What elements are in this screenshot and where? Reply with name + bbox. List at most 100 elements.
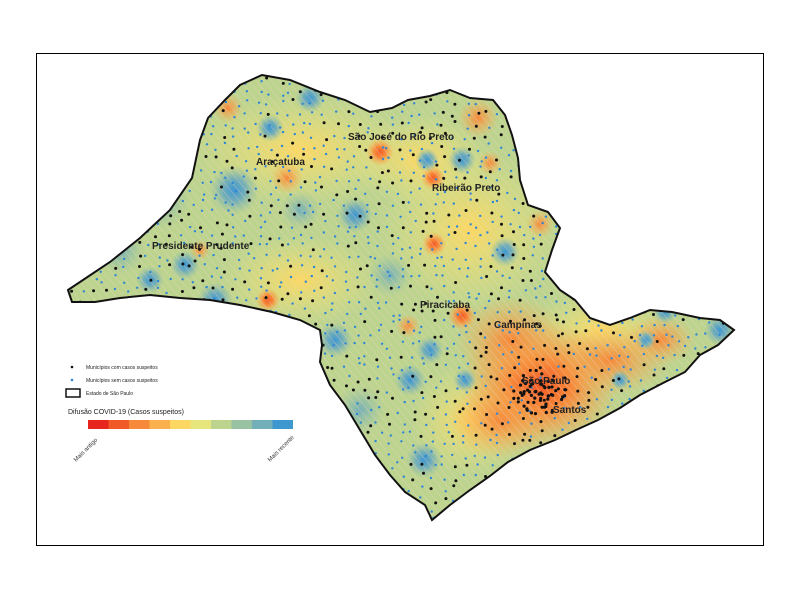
municipality-without-cases bbox=[468, 68, 470, 70]
municipality-without-cases bbox=[728, 267, 731, 271]
municipality-without-cases bbox=[392, 484, 395, 488]
municipality-with-cases bbox=[661, 499, 665, 502]
municipality-without-cases bbox=[672, 256, 675, 259]
municipality-without-cases bbox=[664, 462, 667, 465]
municipality-without-cases bbox=[376, 365, 380, 368]
municipality-without-cases bbox=[665, 180, 668, 184]
municipality-with-cases bbox=[345, 384, 348, 388]
municipality-with-cases bbox=[711, 366, 714, 370]
municipality-without-cases bbox=[146, 479, 149, 482]
municipality-without-cases bbox=[156, 286, 160, 290]
municipality-without-cases bbox=[524, 289, 528, 292]
municipality-with-cases bbox=[579, 506, 583, 510]
municipality-without-cases bbox=[644, 475, 648, 478]
municipality-without-cases bbox=[321, 99, 325, 102]
municipality-without-cases bbox=[720, 363, 723, 366]
municipality-without-cases bbox=[385, 190, 389, 193]
municipality-without-cases bbox=[223, 410, 227, 413]
municipality-with-cases bbox=[190, 245, 194, 249]
municipality-without-cases bbox=[578, 178, 581, 181]
municipality-with-cases bbox=[512, 389, 516, 393]
municipality-with-cases bbox=[241, 313, 245, 317]
municipality-with-cases bbox=[617, 113, 621, 117]
municipality-without-cases bbox=[565, 126, 568, 130]
municipality-without-cases bbox=[538, 97, 542, 101]
municipality-without-cases bbox=[622, 200, 625, 204]
municipality-without-cases bbox=[76, 398, 80, 401]
municipality-without-cases bbox=[645, 252, 648, 256]
municipality-with-cases bbox=[388, 422, 391, 426]
municipality-with-cases bbox=[221, 375, 225, 379]
municipality-without-cases bbox=[640, 241, 644, 244]
municipality-with-cases bbox=[528, 269, 532, 273]
municipality-without-cases bbox=[143, 88, 146, 92]
municipality-with-cases bbox=[554, 389, 558, 393]
municipality-without-cases bbox=[698, 464, 701, 467]
municipality-without-cases bbox=[256, 68, 258, 70]
municipality-without-cases bbox=[268, 211, 272, 214]
municipality-without-cases bbox=[631, 318, 634, 321]
municipality-without-cases bbox=[522, 487, 525, 491]
municipality-with-cases bbox=[522, 404, 526, 408]
municipality-without-cases bbox=[579, 291, 582, 294]
municipality-without-cases bbox=[601, 114, 604, 118]
municipality-with-cases bbox=[535, 357, 539, 361]
municipality-without-cases bbox=[419, 247, 422, 250]
municipality-with-cases bbox=[292, 212, 296, 216]
municipality-without-cases bbox=[412, 171, 415, 174]
municipality-without-cases bbox=[380, 505, 384, 508]
municipality-without-cases bbox=[378, 264, 381, 268]
municipality-with-cases bbox=[573, 453, 577, 457]
municipality-without-cases bbox=[517, 87, 520, 91]
municipality-without-cases bbox=[103, 114, 106, 118]
municipality-without-cases bbox=[495, 494, 498, 497]
municipality-with-cases bbox=[529, 452, 533, 456]
municipality-without-cases bbox=[331, 78, 335, 82]
municipality-without-cases bbox=[278, 497, 281, 501]
municipality-without-cases bbox=[369, 177, 372, 180]
municipality-with-cases bbox=[497, 192, 501, 196]
municipality-without-cases bbox=[110, 125, 113, 128]
municipality-without-cases bbox=[223, 87, 226, 91]
municipality-without-cases bbox=[412, 329, 416, 332]
municipality-without-cases bbox=[444, 170, 447, 173]
municipality-with-cases bbox=[474, 386, 478, 390]
municipality-without-cases bbox=[434, 178, 438, 181]
municipality-without-cases bbox=[704, 332, 707, 335]
municipality-with-cases bbox=[409, 179, 413, 183]
municipality-without-cases bbox=[181, 199, 185, 203]
municipality-without-cases bbox=[605, 200, 608, 203]
municipality-without-cases bbox=[102, 189, 105, 192]
municipality-with-cases bbox=[116, 182, 119, 186]
municipality-without-cases bbox=[369, 334, 372, 337]
municipality-with-cases bbox=[516, 400, 520, 404]
municipality-without-cases bbox=[260, 267, 263, 270]
municipality-with-cases bbox=[520, 521, 523, 524]
municipality-without-cases bbox=[377, 80, 381, 84]
municipality-with-cases bbox=[511, 340, 515, 343]
municipality-without-cases bbox=[621, 275, 624, 278]
municipality-without-cases bbox=[242, 342, 245, 345]
municipality-with-cases bbox=[102, 199, 106, 203]
municipality-without-cases bbox=[704, 346, 707, 349]
municipality-without-cases bbox=[453, 519, 456, 520]
municipality-with-cases bbox=[551, 193, 555, 197]
municipality-with-cases bbox=[183, 322, 187, 325]
municipality-without-cases bbox=[330, 308, 333, 311]
municipality-without-cases bbox=[474, 473, 477, 477]
municipality-without-cases bbox=[674, 505, 677, 508]
municipality-without-cases bbox=[535, 296, 538, 299]
municipality-with-cases bbox=[424, 100, 428, 104]
municipality-without-cases bbox=[293, 132, 296, 136]
municipality-without-cases bbox=[584, 450, 587, 453]
municipality-without-cases bbox=[432, 212, 435, 215]
municipality-without-cases bbox=[508, 310, 511, 314]
municipality-without-cases bbox=[484, 156, 488, 159]
municipality-without-cases bbox=[662, 158, 666, 161]
municipality-without-cases bbox=[495, 270, 499, 273]
municipality-without-cases bbox=[397, 236, 400, 240]
municipality-without-cases bbox=[721, 516, 724, 520]
municipality-without-cases bbox=[149, 512, 152, 516]
municipality-without-cases bbox=[710, 485, 713, 489]
municipality-with-cases bbox=[593, 141, 597, 145]
